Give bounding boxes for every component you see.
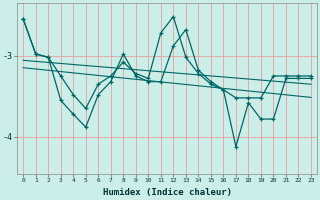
X-axis label: Humidex (Indice chaleur): Humidex (Indice chaleur) [103, 188, 232, 197]
